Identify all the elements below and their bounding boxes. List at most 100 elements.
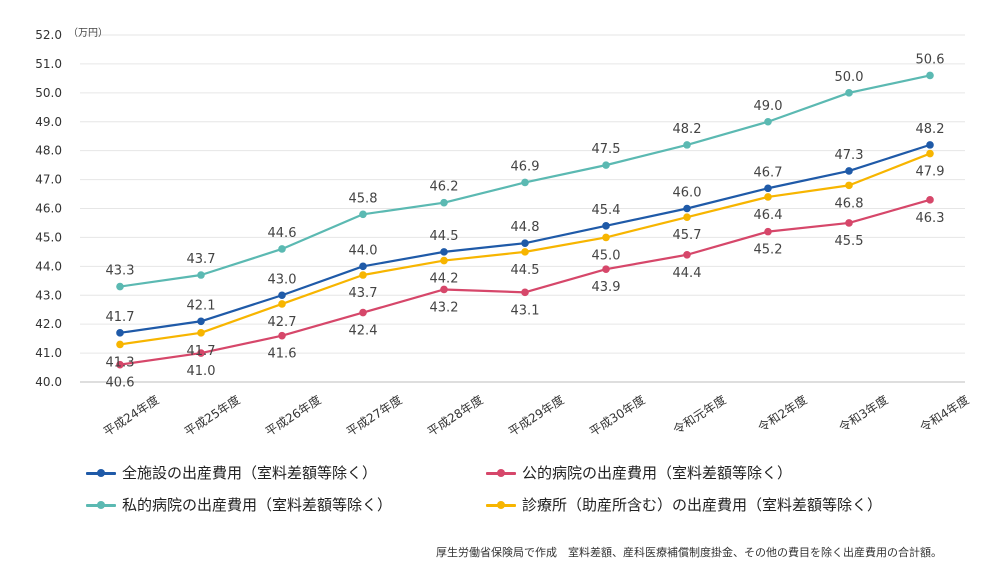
y-tick-label: 52.0: [35, 28, 62, 42]
data-label-private-hospital: 44.6: [268, 226, 297, 241]
x-tick-label: 平成29年度: [505, 392, 566, 439]
legend-swatch-clinic: [486, 498, 516, 512]
data-label-all-facilities: 44.5: [430, 229, 459, 244]
data-label-clinic: 43.7: [349, 286, 378, 301]
data-point-clinic: [521, 248, 529, 256]
y-tick-label: 43.0: [35, 288, 62, 302]
x-tick-label: 平成25年度: [181, 392, 242, 439]
y-tick-label: 49.0: [35, 115, 62, 129]
data-label-public-hospital: 43.9: [592, 280, 621, 295]
data-label-clinic: 44.2: [430, 272, 459, 287]
data-label-private-hospital: 45.8: [349, 191, 378, 206]
data-point-private-hospital: [116, 282, 124, 291]
data-point-clinic: [926, 149, 934, 158]
data-point-all-facilities: [845, 167, 853, 175]
data-label-all-facilities: 46.7: [754, 165, 783, 180]
data-label-all-facilities: 45.4: [592, 203, 621, 218]
legend-item-public-hospital: 公的病院の出産費用（室料差額等除く）: [486, 462, 792, 483]
data-point-private-hospital: [197, 271, 205, 279]
data-label-clinic: 41.3: [106, 355, 135, 370]
legend-item-all-facilities: 全施設の出産費用（室料差額等除く）: [86, 462, 377, 483]
data-point-public-hospital: [764, 227, 772, 236]
data-point-private-hospital: [602, 161, 610, 169]
data-label-all-facilities: 41.7: [106, 310, 135, 325]
data-label-public-hospital: 41.0: [187, 364, 216, 379]
legend-label: 全施設の出産費用（室料差額等除く）: [122, 464, 378, 482]
data-point-clinic: [197, 329, 205, 337]
legend-label: 公的病院の出産費用（室料差額等除く）: [522, 464, 793, 482]
data-point-private-hospital: [359, 210, 367, 219]
data-point-public-hospital: [197, 349, 205, 357]
x-axis-ticks: 平成24年度 平成25年度 平成26年度 平成27年度 平成28年度 平成29年度 平成30…: [100, 392, 971, 439]
data-point-clinic: [845, 181, 853, 190]
legend-label: 私的病院の出産費用（室料差額等除く）: [122, 496, 393, 514]
data-point-public-hospital: [845, 219, 853, 227]
data-label-clinic: 44.5: [511, 263, 540, 278]
legend-item-clinic: 診療所（助産所含む）の出産費用（室料差額等除く）: [486, 494, 882, 515]
data-point-clinic: [602, 233, 610, 242]
data-point-clinic: [683, 213, 691, 221]
data-label-all-facilities: 47.3: [835, 148, 864, 163]
data-label-private-hospital: 49.0: [754, 99, 783, 114]
data-point-public-hospital: [683, 250, 691, 259]
y-tick-label: 50.0: [35, 86, 62, 100]
data-point-public-hospital: [521, 288, 529, 297]
y-axis-ticks: 40.0 41.0 42.0 43.0 44.0 45.0 46.0 47.0 48.0 49.0…: [35, 28, 62, 389]
y-tick-label: 44.0: [35, 259, 62, 273]
data-label-clinic: 45.7: [673, 228, 702, 243]
data-label-private-hospital: 43.7: [187, 252, 216, 267]
data-point-public-hospital: [278, 331, 286, 340]
data-label-clinic: 47.9: [916, 165, 945, 180]
data-point-private-hospital: [440, 198, 448, 207]
data-label-all-facilities: 46.0: [673, 186, 702, 201]
x-tick-label: 令和4年度: [917, 392, 972, 435]
y-axis-unit-label: （万円）: [68, 27, 108, 39]
data-label-clinic: 42.7: [268, 315, 297, 330]
data-labels: 41.7 42.1 43.0 44.0 44.5 44.8 45.4 46.0 46.7 47.3…: [106, 52, 945, 390]
x-tick-label: 令和元年度: [670, 392, 729, 437]
data-point-all-facilities: [359, 262, 367, 271]
data-point-private-hospital: [278, 245, 286, 253]
data-point-all-facilities: [440, 248, 448, 256]
y-tick-label: 41.0: [35, 346, 62, 360]
data-point-clinic: [278, 300, 286, 308]
data-label-clinic: 41.7: [187, 344, 216, 359]
data-label-all-facilities: 43.0: [268, 272, 297, 287]
data-label-public-hospital: 45.2: [754, 243, 783, 258]
y-tick-label: 46.0: [35, 202, 62, 216]
data-label-private-hospital: 43.3: [106, 264, 135, 279]
legend-item-private-hospital: 私的病院の出産費用（室料差額等除く）: [86, 494, 392, 515]
data-label-public-hospital: 45.5: [835, 234, 864, 249]
data-label-public-hospital: 41.6: [268, 347, 297, 362]
data-point-public-hospital: [359, 308, 367, 317]
data-point-public-hospital: [440, 285, 448, 294]
data-label-public-hospital: 43.2: [430, 300, 459, 315]
data-point-clinic: [359, 271, 367, 279]
data-label-private-hospital: 47.5: [592, 142, 621, 157]
data-point-all-facilities: [116, 329, 124, 337]
data-label-private-hospital: 50.6: [916, 52, 945, 67]
x-tick-label: 令和2年度: [755, 392, 810, 435]
data-point-all-facilities: [278, 291, 286, 300]
data-label-all-facilities: 42.1: [187, 298, 216, 313]
line-chart: （万円） 40.0 41.0 42.0 43.0 44.0 45.0 46.0 47.0 48.…: [35, 27, 971, 439]
data-point-private-hospital: [926, 71, 934, 80]
source-footnote: 厚生労働省保険局で作成 室料差額、産科医療補償制度掛金、その他の費目を除く出産費…: [436, 546, 942, 559]
x-tick-label: 平成27年度: [343, 392, 404, 439]
data-point-all-facilities: [602, 222, 610, 230]
y-tick-label: 45.0: [35, 230, 62, 244]
data-label-clinic: 45.0: [592, 248, 621, 263]
data-label-public-hospital: 42.4: [349, 324, 378, 339]
data-label-private-hospital: 46.2: [430, 180, 459, 195]
data-label-public-hospital: 40.6: [106, 376, 135, 391]
data-label-clinic: 46.4: [754, 208, 783, 223]
legend-swatch-all-facilities: [86, 466, 116, 480]
data-point-clinic: [116, 340, 124, 349]
data-point-private-hospital: [683, 141, 691, 149]
data-label-private-hospital: 50.0: [835, 70, 864, 85]
data-point-all-facilities: [521, 239, 529, 247]
data-label-public-hospital: 44.4: [673, 266, 702, 281]
data-label-all-facilities: 48.2: [916, 122, 945, 137]
y-tick-label: 40.0: [35, 375, 62, 389]
data-point-all-facilities: [197, 317, 205, 326]
